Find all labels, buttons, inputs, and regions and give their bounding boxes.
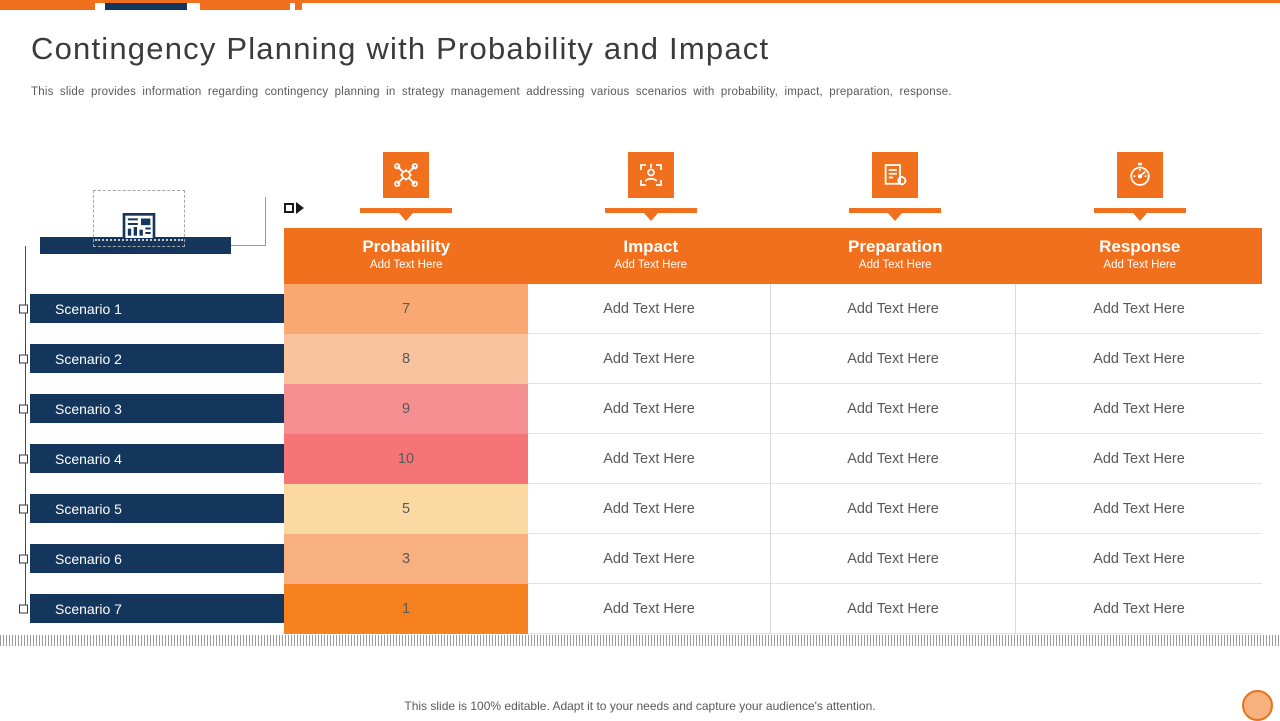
column-title: Probability — [362, 237, 451, 256]
page-subtitle: This slide provides information regardin… — [31, 86, 952, 98]
probability-cell[interactable]: 5 — [284, 484, 528, 534]
scenario-label[interactable]: Scenario 7 — [30, 594, 284, 623]
connector-line-horizontal — [231, 245, 266, 246]
column-title: Preparation — [848, 237, 943, 256]
table-row: Scenario 1 7 Add Text Here Add Text Here… — [19, 284, 1262, 334]
corner-circle-decoration — [1242, 690, 1273, 721]
bullet-square — [19, 404, 28, 414]
column-title: Impact — [623, 237, 679, 256]
table-body: Scenario 1 7 Add Text Here Add Text Here… — [19, 284, 1262, 634]
column-subtitle[interactable]: Add Text Here — [858, 259, 932, 271]
target-focus-icon — [627, 152, 674, 198]
connector-line-vertical — [265, 197, 266, 246]
impact-cell[interactable]: Add Text Here — [528, 284, 771, 334]
table-row: Scenario 6 3 Add Text Here Add Text Here… — [19, 534, 1262, 584]
preparation-cell[interactable]: Add Text Here — [771, 484, 1016, 534]
impact-cell[interactable]: Add Text Here — [528, 584, 771, 634]
top-accent-bar-3 — [200, 3, 290, 10]
pointer-bar — [1093, 208, 1186, 213]
scenario-label[interactable]: Scenario 2 — [30, 344, 284, 373]
response-cell[interactable]: Add Text Here — [1016, 384, 1262, 434]
column-header-preparation: Preparation Add Text Here — [773, 228, 1018, 284]
probability-cell[interactable]: 9 — [284, 384, 528, 434]
impact-cell[interactable]: Add Text Here — [528, 434, 771, 484]
column-header-probability: Probability Add Text Here — [284, 228, 529, 284]
response-cell[interactable]: Add Text Here — [1016, 284, 1262, 334]
pointer-triangle — [1132, 213, 1147, 221]
preparation-cell[interactable]: Add Text Here — [771, 584, 1016, 634]
preparation-cell[interactable]: Add Text Here — [771, 434, 1016, 484]
preparation-cell[interactable]: Add Text Here — [771, 334, 1016, 384]
table-row: Scenario 5 5 Add Text Here Add Text Here… — [19, 484, 1262, 534]
response-cell[interactable]: Add Text Here — [1016, 534, 1262, 584]
impact-cell[interactable]: Add Text Here — [528, 384, 771, 434]
bullet-square — [19, 504, 28, 514]
pointer-triangle — [399, 213, 414, 221]
preparation-icon-callout — [773, 152, 1018, 222]
column-subtitle[interactable]: Add Text Here — [1103, 259, 1177, 271]
scenario-label[interactable]: Scenario 6 — [30, 544, 284, 573]
bullet-square — [19, 304, 28, 314]
probability-cell[interactable]: 7 — [284, 284, 528, 334]
report-icon-placeholder — [93, 190, 185, 247]
navy-banner — [40, 237, 231, 254]
pointer-triangle — [888, 213, 903, 221]
column-header-impact: Impact Add Text Here — [529, 228, 774, 284]
response-icon-callout — [1018, 152, 1263, 222]
column-icons-row — [284, 152, 1262, 222]
probability-cell[interactable]: 1 — [284, 584, 528, 634]
hatch-tick-band — [0, 635, 1280, 646]
gear-network-icon — [383, 152, 430, 198]
gauge-icon — [1116, 152, 1163, 198]
impact-cell[interactable]: Add Text Here — [528, 534, 771, 584]
page-title: Contingency Planning with Probability an… — [31, 31, 770, 66]
dotted-divider — [95, 239, 183, 241]
document-gear-icon — [872, 152, 919, 198]
column-title: Response — [1099, 237, 1181, 256]
preparation-cell[interactable]: Add Text Here — [771, 284, 1016, 334]
bullet-square — [19, 604, 28, 614]
pointer-triangle — [643, 213, 658, 221]
probability-cell[interactable]: 10 — [284, 434, 528, 484]
connector-arrow-icon — [296, 202, 304, 214]
scenario-label[interactable]: Scenario 4 — [30, 444, 284, 473]
report-document-icon — [119, 206, 159, 246]
pointer-bar — [849, 208, 942, 213]
top-accent-line — [0, 0, 1280, 3]
probability-cell[interactable]: 3 — [284, 534, 528, 584]
table-header: Probability Add Text Here Impact Add Tex… — [284, 228, 1262, 284]
preparation-cell[interactable]: Add Text Here — [771, 534, 1016, 584]
probability-icon-callout — [284, 152, 529, 222]
column-header-response: Response Add Text Here — [1018, 228, 1263, 284]
scenario-label[interactable]: Scenario 1 — [30, 294, 284, 323]
connector-marker-icon — [284, 203, 294, 213]
table-row: Scenario 3 9 Add Text Here Add Text Here… — [19, 384, 1262, 434]
response-cell[interactable]: Add Text Here — [1016, 334, 1262, 384]
response-cell[interactable]: Add Text Here — [1016, 434, 1262, 484]
bullet-square — [19, 454, 28, 464]
impact-cell[interactable]: Add Text Here — [528, 334, 771, 384]
top-accent-bar-1 — [0, 3, 95, 10]
table-row: Scenario 7 1 Add Text Here Add Text Here… — [19, 584, 1262, 634]
scenario-spine-line — [25, 246, 26, 609]
probability-cell[interactable]: 8 — [284, 334, 528, 384]
scenario-label[interactable]: Scenario 3 — [30, 394, 284, 423]
pointer-bar — [604, 208, 697, 213]
footer-note: This slide is 100% editable. Adapt it to… — [404, 699, 876, 713]
column-subtitle[interactable]: Add Text Here — [614, 259, 688, 271]
impact-cell[interactable]: Add Text Here — [528, 484, 771, 534]
table-row: Scenario 4 10 Add Text Here Add Text Her… — [19, 434, 1262, 484]
pointer-bar — [360, 208, 453, 213]
bullet-square — [19, 354, 28, 364]
response-cell[interactable]: Add Text Here — [1016, 584, 1262, 634]
table-row: Scenario 2 8 Add Text Here Add Text Here… — [19, 334, 1262, 384]
top-accent-bar-4 — [295, 3, 302, 10]
impact-icon-callout — [529, 152, 774, 222]
scenario-label[interactable]: Scenario 5 — [30, 494, 284, 523]
top-accent-bar-2 — [105, 3, 187, 10]
column-subtitle[interactable]: Add Text Here — [369, 259, 443, 271]
bullet-square — [19, 554, 28, 564]
preparation-cell[interactable]: Add Text Here — [771, 384, 1016, 434]
response-cell[interactable]: Add Text Here — [1016, 484, 1262, 534]
